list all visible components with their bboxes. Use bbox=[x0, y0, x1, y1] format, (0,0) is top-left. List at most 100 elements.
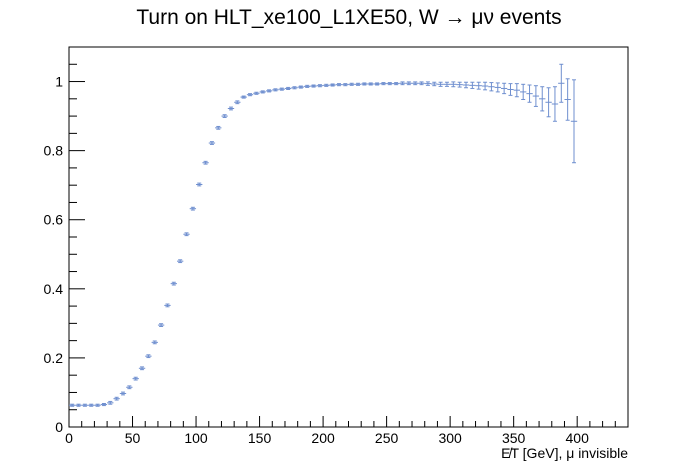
data-point bbox=[367, 82, 374, 86]
data-point bbox=[170, 281, 177, 286]
data-point bbox=[450, 81, 457, 88]
data-point bbox=[126, 385, 133, 390]
data-point bbox=[227, 106, 235, 111]
data-point bbox=[291, 86, 298, 90]
data-point bbox=[431, 81, 438, 87]
data-point bbox=[234, 100, 241, 105]
data-point bbox=[316, 84, 324, 88]
data-point bbox=[145, 354, 152, 359]
data-point bbox=[507, 83, 514, 96]
data-point bbox=[412, 81, 419, 86]
data-point bbox=[94, 403, 101, 407]
data-point bbox=[284, 86, 292, 90]
data-point bbox=[221, 114, 228, 118]
data-point bbox=[113, 396, 120, 401]
data-point bbox=[361, 82, 368, 86]
data-point bbox=[500, 82, 508, 95]
data-point bbox=[202, 160, 209, 165]
y-tick-label: 0.8 bbox=[44, 143, 64, 159]
x-tick-label: 300 bbox=[438, 430, 462, 446]
data-point bbox=[437, 81, 444, 87]
data-point bbox=[253, 91, 260, 95]
data-point bbox=[81, 403, 89, 407]
data-point bbox=[208, 141, 216, 145]
data-point bbox=[526, 84, 533, 103]
data-point bbox=[354, 82, 362, 86]
data-point bbox=[119, 391, 127, 396]
data-series bbox=[69, 63, 578, 407]
data-point bbox=[456, 81, 463, 88]
data-point bbox=[215, 125, 222, 130]
data-point bbox=[88, 403, 95, 407]
chart-title: Turn on HLT_xe100_L1XE50, W → μν events bbox=[136, 6, 561, 29]
data-point bbox=[488, 82, 495, 92]
data-point bbox=[558, 63, 565, 103]
data-point bbox=[380, 82, 387, 86]
data-point bbox=[157, 323, 165, 327]
data-point bbox=[513, 83, 521, 98]
x-tick-label: 150 bbox=[248, 430, 272, 446]
data-point bbox=[196, 182, 203, 187]
data-point bbox=[392, 82, 400, 86]
data-point bbox=[342, 83, 349, 87]
y-tick-label: 0.2 bbox=[44, 350, 64, 366]
x-tick-label: 100 bbox=[184, 430, 208, 446]
data-point bbox=[272, 88, 279, 92]
data-point bbox=[532, 85, 540, 107]
data-point bbox=[278, 87, 285, 91]
data-point bbox=[329, 83, 336, 87]
data-point bbox=[386, 82, 393, 86]
x-tick-label: 250 bbox=[375, 430, 399, 446]
data-point bbox=[176, 259, 184, 264]
y-axis: 0 0.2 0.4 0.6 0.8 1 bbox=[44, 46, 85, 435]
data-point bbox=[443, 81, 451, 87]
data-point bbox=[189, 206, 197, 211]
data-point bbox=[297, 85, 305, 89]
data-point bbox=[310, 84, 317, 88]
data-point bbox=[539, 86, 546, 112]
data-point bbox=[164, 303, 171, 308]
data-point bbox=[265, 89, 273, 93]
data-point bbox=[520, 83, 527, 101]
data-point bbox=[551, 86, 559, 122]
y-tick-label: 0.4 bbox=[44, 281, 64, 297]
data-point bbox=[348, 82, 355, 86]
x-axis: 0 50 100 150 200 250 300 350 400 bbox=[65, 416, 629, 446]
data-point bbox=[564, 78, 571, 121]
data-point bbox=[259, 90, 266, 94]
data-point bbox=[570, 79, 578, 164]
data-point bbox=[304, 84, 311, 88]
x-tick-label: 200 bbox=[311, 430, 335, 446]
data-point bbox=[323, 83, 330, 87]
data-point bbox=[75, 403, 82, 407]
data-point bbox=[132, 376, 139, 381]
data-point bbox=[69, 403, 76, 407]
data-point bbox=[240, 95, 247, 99]
x-tick-label: 0 bbox=[65, 430, 73, 446]
data-point bbox=[399, 81, 406, 86]
data-point bbox=[481, 81, 489, 91]
data-point bbox=[405, 81, 413, 86]
data-point bbox=[475, 81, 482, 90]
data-point bbox=[335, 83, 343, 87]
data-point bbox=[424, 81, 432, 86]
data-point bbox=[107, 400, 114, 405]
x-tick-label: 400 bbox=[566, 430, 590, 446]
data-point bbox=[545, 87, 552, 118]
x-tick-label: 50 bbox=[125, 430, 141, 446]
data-point bbox=[373, 82, 381, 86]
data-point bbox=[469, 81, 476, 89]
data-point bbox=[151, 340, 158, 345]
data-point bbox=[494, 82, 501, 93]
data-point bbox=[138, 366, 146, 371]
data-point bbox=[246, 93, 254, 97]
y-tick-label: 1 bbox=[55, 74, 63, 90]
data-point bbox=[183, 232, 190, 237]
y-tick-label: 0.6 bbox=[44, 212, 64, 228]
data-point bbox=[418, 81, 425, 86]
x-tick-label: 350 bbox=[502, 430, 526, 446]
data-point bbox=[462, 81, 470, 89]
x-axis-label: E̸T [GeV], μ invisible bbox=[501, 445, 628, 461]
data-point bbox=[100, 403, 108, 407]
